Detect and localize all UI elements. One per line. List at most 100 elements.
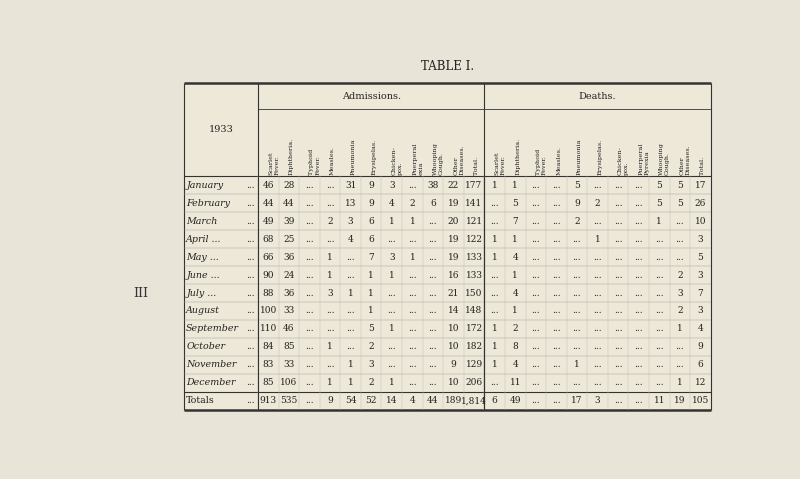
Text: Pneumonia: Pneumonia [577, 139, 582, 175]
Text: 4: 4 [512, 360, 518, 369]
Text: 1: 1 [594, 235, 601, 244]
Text: ...: ... [246, 271, 255, 280]
Text: ...: ... [408, 181, 417, 190]
Text: ...: ... [634, 378, 643, 388]
Text: ...: ... [634, 307, 643, 316]
Text: ...: ... [531, 324, 540, 333]
Text: ...: ... [246, 288, 255, 297]
Text: ...: ... [408, 307, 417, 316]
Text: 189: 189 [445, 396, 462, 405]
Text: ...: ... [552, 324, 561, 333]
Text: ...: ... [531, 360, 540, 369]
Text: 31: 31 [345, 181, 356, 190]
Text: 36: 36 [283, 252, 294, 262]
Text: 14: 14 [386, 396, 398, 405]
Text: 19: 19 [448, 252, 459, 262]
Text: October: October [186, 342, 225, 352]
Text: ...: ... [594, 181, 602, 190]
Text: ...: ... [531, 252, 540, 262]
Text: 1: 1 [348, 288, 354, 297]
Text: 10: 10 [448, 342, 459, 352]
Text: ...: ... [246, 181, 255, 190]
Text: ...: ... [655, 342, 663, 352]
Text: 24: 24 [283, 271, 294, 280]
Text: ...: ... [614, 288, 622, 297]
Text: ...: ... [246, 235, 255, 244]
Text: 1: 1 [368, 307, 374, 316]
Text: ...: ... [594, 307, 602, 316]
Text: ...: ... [655, 235, 663, 244]
Text: ...: ... [387, 360, 396, 369]
Text: Scarlet
Fever.: Scarlet Fever. [268, 152, 279, 175]
Text: 49: 49 [262, 217, 274, 226]
Text: 5: 5 [677, 199, 682, 208]
Text: ...: ... [573, 378, 582, 388]
Text: ...: ... [346, 307, 355, 316]
Text: 83: 83 [262, 360, 274, 369]
Text: TABLE I.: TABLE I. [421, 60, 474, 73]
Text: 1: 1 [327, 252, 333, 262]
Text: ...: ... [346, 252, 355, 262]
Text: 13: 13 [345, 199, 356, 208]
Text: 1: 1 [492, 252, 498, 262]
Text: ...: ... [531, 199, 540, 208]
Text: 33: 33 [283, 360, 294, 369]
Text: ...: ... [387, 342, 396, 352]
Text: 84: 84 [262, 342, 274, 352]
Text: 133: 133 [466, 252, 482, 262]
Text: ...: ... [408, 378, 417, 388]
Text: February: February [186, 199, 230, 208]
Text: 1,814: 1,814 [461, 396, 487, 405]
Text: ...: ... [246, 307, 255, 316]
Text: ...: ... [594, 288, 602, 297]
Text: 5: 5 [698, 252, 703, 262]
Text: ...: ... [594, 217, 602, 226]
Text: 1: 1 [389, 217, 394, 226]
Text: 2: 2 [677, 307, 682, 316]
Text: 1: 1 [368, 271, 374, 280]
Text: Whooping
Cough.: Whooping Cough. [433, 142, 444, 175]
Text: 11: 11 [654, 396, 665, 405]
Text: ...: ... [246, 360, 255, 369]
Text: ...: ... [614, 307, 622, 316]
Text: Diphtheria.: Diphtheria. [289, 138, 294, 175]
Text: Typhoid
Fever.: Typhoid Fever. [536, 149, 546, 175]
Text: ...: ... [246, 252, 255, 262]
Text: 2: 2 [327, 217, 333, 226]
Text: ...: ... [531, 378, 540, 388]
Text: 90: 90 [262, 271, 274, 280]
Text: Erysipelas.: Erysipelas. [598, 139, 602, 175]
Text: 1: 1 [389, 271, 394, 280]
Text: ...: ... [594, 271, 602, 280]
Text: ...: ... [246, 199, 255, 208]
Text: 3: 3 [389, 252, 394, 262]
Text: ...: ... [408, 288, 417, 297]
Text: ...: ... [634, 235, 643, 244]
Text: 5: 5 [368, 324, 374, 333]
Text: ...: ... [675, 342, 684, 352]
Text: 1: 1 [512, 235, 518, 244]
Text: 11: 11 [510, 378, 521, 388]
Text: 7: 7 [512, 217, 518, 226]
Text: 19: 19 [448, 235, 459, 244]
Text: 9: 9 [327, 396, 333, 405]
Text: 6: 6 [492, 396, 498, 405]
Text: ...: ... [614, 271, 622, 280]
Text: ...: ... [655, 378, 663, 388]
Text: 133: 133 [466, 271, 482, 280]
Text: Whooping
Cough.: Whooping Cough. [659, 142, 670, 175]
Text: ...: ... [655, 288, 663, 297]
Text: ...: ... [573, 307, 582, 316]
Text: ...: ... [490, 307, 499, 316]
Text: 9: 9 [368, 199, 374, 208]
Text: 16: 16 [448, 271, 459, 280]
Text: December: December [186, 378, 236, 388]
Text: ...: ... [675, 252, 684, 262]
Text: 52: 52 [366, 396, 377, 405]
Text: ...: ... [552, 181, 561, 190]
Text: ...: ... [614, 360, 622, 369]
Text: ...: ... [655, 252, 663, 262]
Text: ...: ... [614, 378, 622, 388]
Text: 5: 5 [677, 181, 682, 190]
Text: ...: ... [305, 181, 314, 190]
